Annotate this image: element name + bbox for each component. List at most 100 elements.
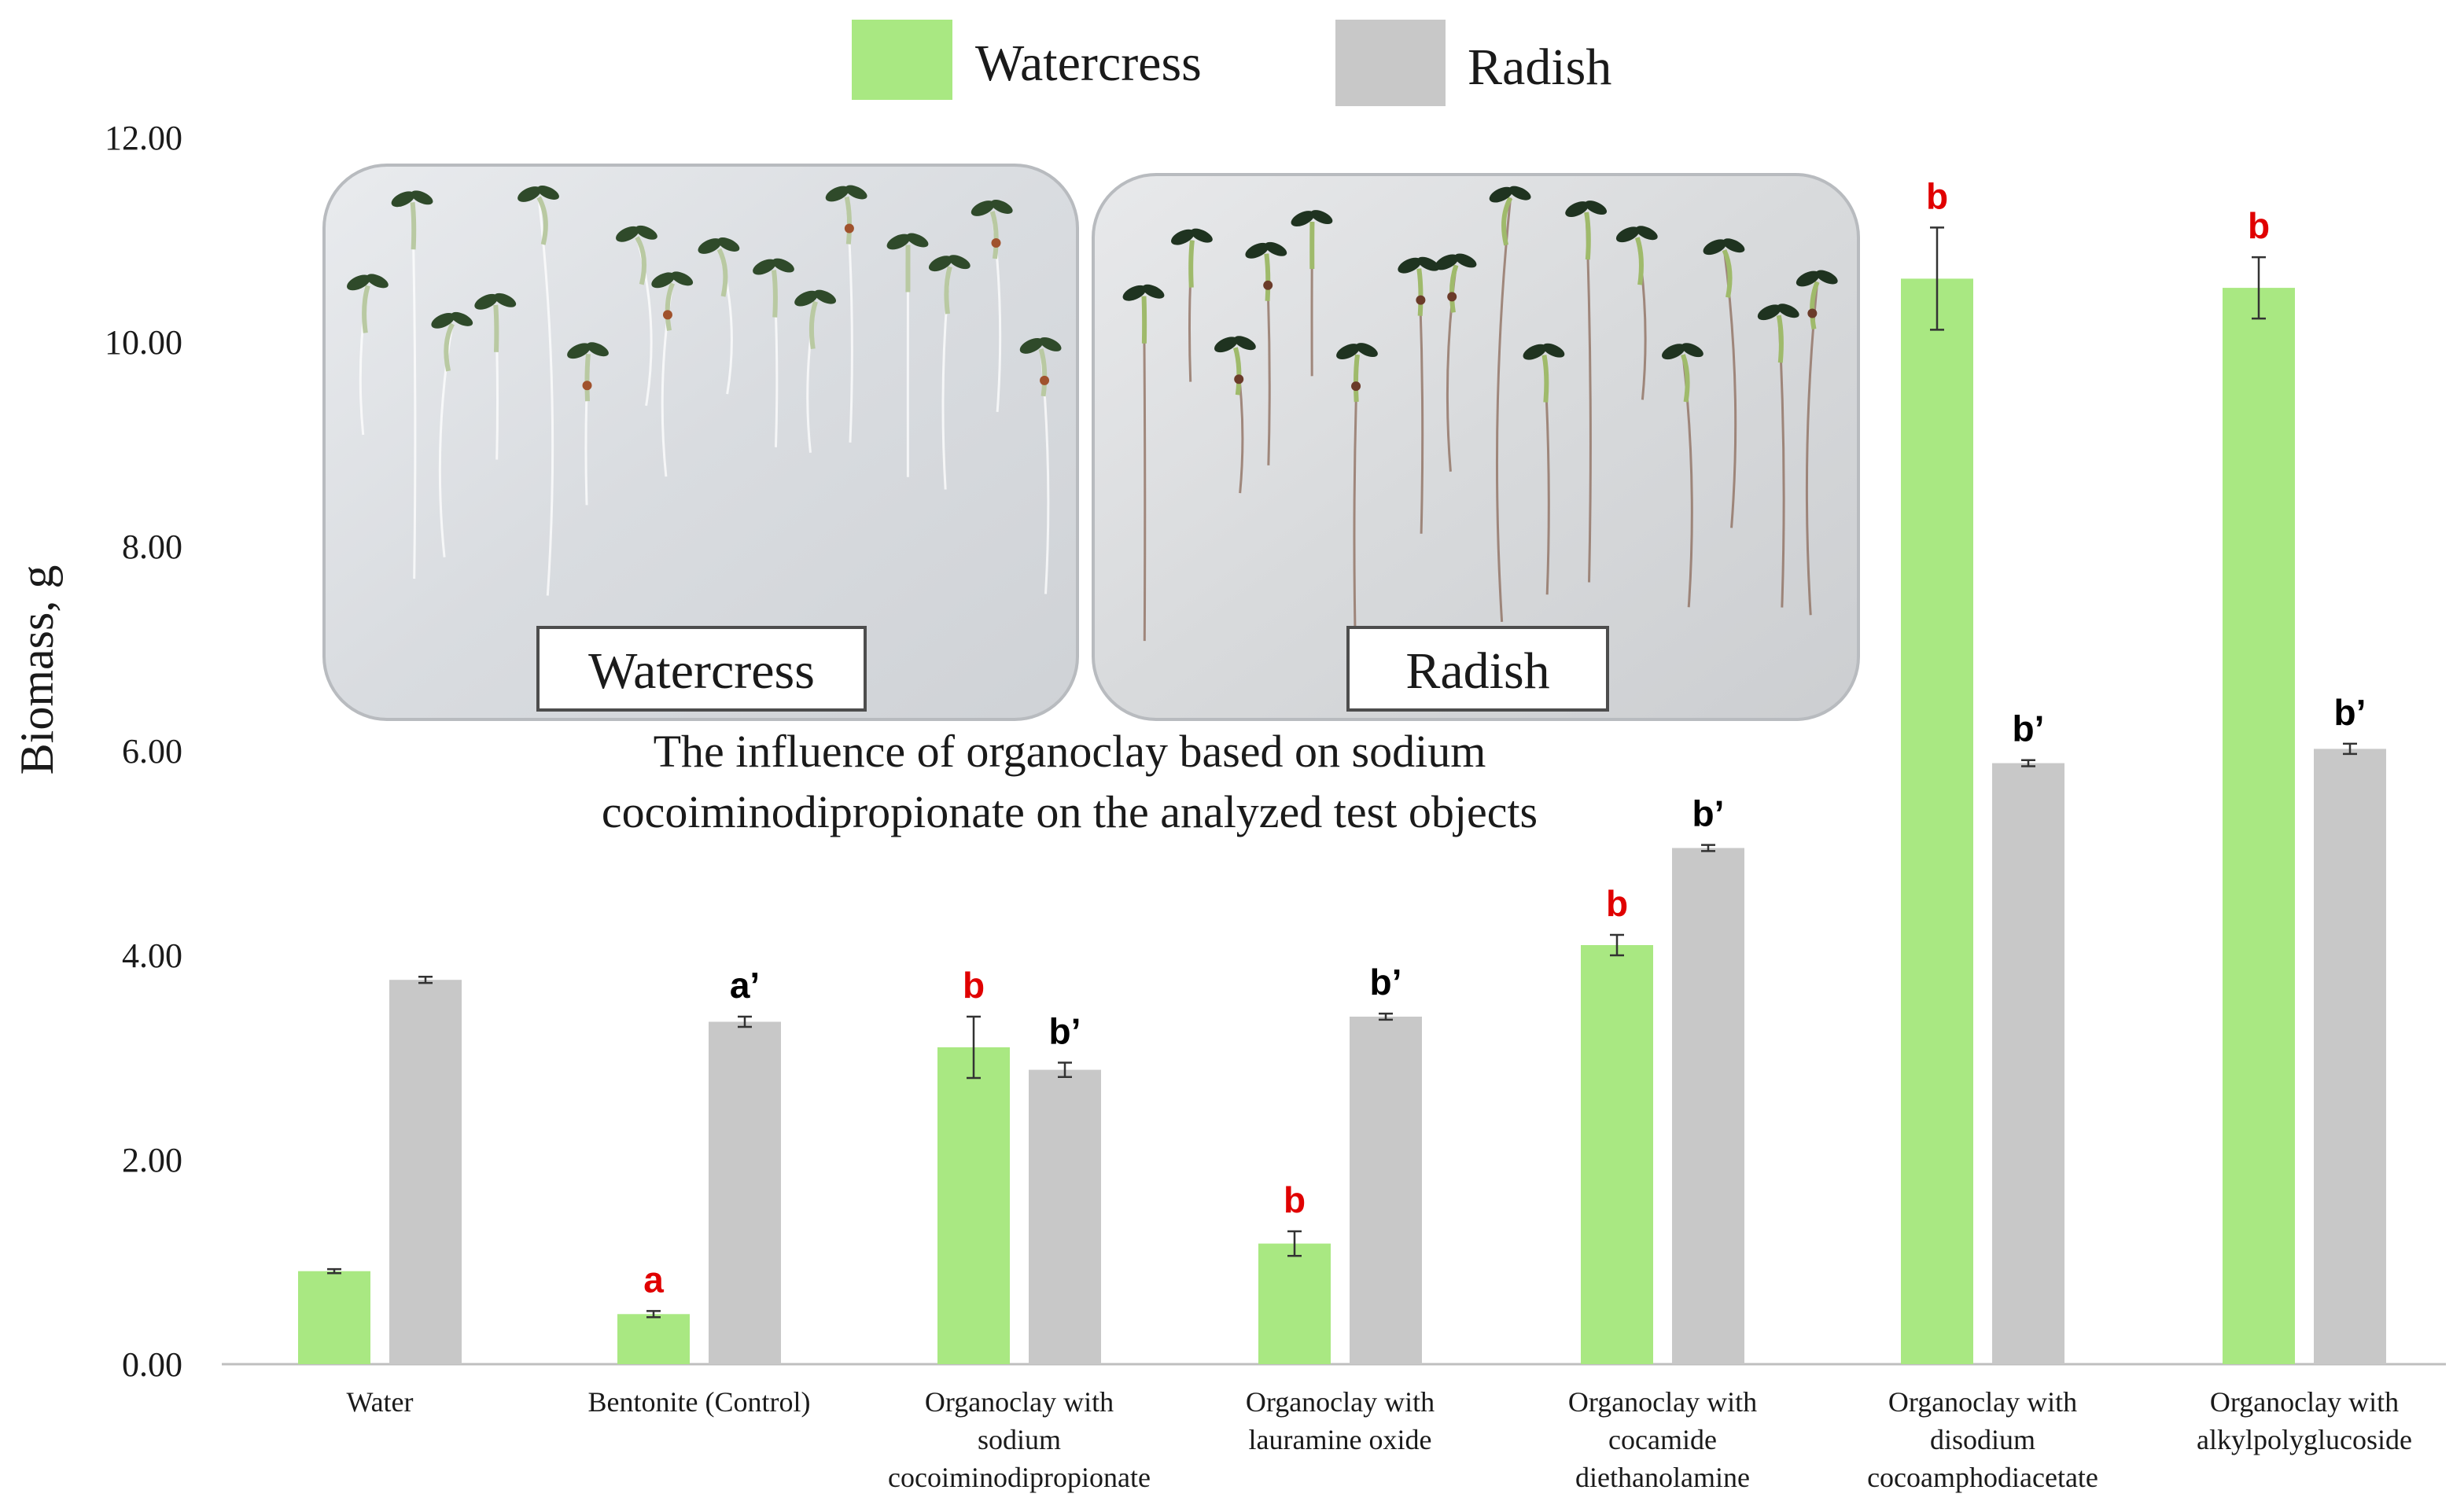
seedling-leaf — [1523, 344, 1547, 360]
legend: Watercress Radish — [852, 20, 1611, 106]
seedling-leaf — [1171, 229, 1195, 245]
seedling-leaf — [1310, 210, 1333, 225]
seedling-stem — [1264, 253, 1271, 301]
seedling-stem — [844, 196, 853, 245]
photo-watercress-label: Watercress — [588, 642, 815, 700]
significance-label: b’ — [2013, 708, 2045, 749]
y-tick-label: 6.00 — [122, 732, 182, 771]
seedling-leaf — [1815, 270, 1838, 285]
category-label: Organoclay with lauramine oxide — [1246, 1386, 1435, 1455]
seedling-leaf — [1122, 285, 1147, 301]
seedling-leaf — [1615, 226, 1640, 243]
seedling-stem — [635, 236, 647, 285]
category-label: Water — [346, 1386, 413, 1418]
inset-caption-line-1: The influence of organoclay based on sod… — [654, 726, 1486, 777]
seedling-leaf — [1635, 226, 1658, 241]
inset-caption-line-2: cocoiminodipropionate on the analyzed te… — [602, 786, 1538, 837]
bar-watercress — [617, 1314, 690, 1364]
seedling-leaf — [990, 200, 1013, 214]
seedling-stem — [584, 353, 591, 402]
photo-radish-label: Radish — [1405, 642, 1549, 700]
seedling-leaf — [1489, 186, 1513, 203]
seedling-leaf — [845, 185, 867, 200]
bar-radish — [1350, 1017, 1422, 1364]
seedling-leaf — [567, 343, 591, 359]
seedling-stem — [1810, 281, 1820, 330]
seedling-leaf — [971, 200, 995, 216]
watercress-seedlings — [346, 185, 1062, 596]
significance-label: b — [1606, 883, 1628, 924]
seedling-leaf — [431, 312, 455, 329]
seed-coat — [1807, 308, 1818, 318]
seed-coat — [1447, 292, 1457, 302]
seedling-leaf — [1757, 304, 1781, 321]
seedling-leaf — [1585, 200, 1608, 215]
seedling-leaf — [1356, 343, 1378, 358]
significance-label: b — [963, 965, 985, 1006]
seedling-stem — [1449, 264, 1459, 313]
seedling-stem — [410, 201, 417, 250]
seedling-leaf — [825, 186, 849, 202]
seedling-leaf — [587, 342, 609, 357]
bar-watercress — [937, 1047, 1010, 1364]
legend-label-radish: Radish — [1468, 39, 1611, 96]
category-label: Bentonite (Control) — [588, 1386, 811, 1418]
seedling-leaf — [906, 233, 929, 248]
seedling-leaf — [1703, 239, 1727, 256]
seedling-stem — [1233, 347, 1242, 395]
seedling-leaf — [772, 258, 794, 273]
legend-label-watercress: Watercress — [975, 35, 1202, 92]
seed-coat — [1351, 381, 1361, 392]
category-label: Organoclay with alkylpolyglucoside — [2197, 1386, 2412, 1455]
seedling-stem — [444, 322, 455, 372]
bar-radish — [709, 1021, 781, 1364]
seedling-stem — [944, 266, 952, 315]
seedling-leaf — [1417, 256, 1440, 271]
seed-coat — [1234, 374, 1244, 384]
seedling-stem — [1681, 354, 1690, 403]
bar-watercress — [1581, 945, 1653, 1364]
seedling-leaf — [1777, 304, 1799, 318]
seedling-leaf — [517, 186, 541, 202]
legend-swatch-radish — [1335, 20, 1446, 106]
seedling-stem — [1541, 355, 1549, 403]
x-axis-categories: Water Bentonite (Control) Organoclay with s… — [346, 1386, 2412, 1493]
seedling-leaf — [474, 293, 499, 310]
seedling-root — [1495, 197, 1512, 622]
bar-radish — [1029, 1069, 1101, 1364]
seedling-leaf — [411, 190, 433, 205]
y-tick-label: 8.00 — [122, 528, 182, 566]
seedling-leaf — [1681, 343, 1703, 358]
seedling-root — [411, 202, 417, 579]
seedling-leaf — [1265, 241, 1287, 256]
significance-label: b — [2248, 205, 2270, 246]
bar-radish — [2314, 749, 2386, 1364]
y-tick-label: 4.00 — [122, 936, 182, 975]
seedling-stem — [716, 248, 728, 297]
seedling-leaf — [814, 289, 837, 304]
seedling-stem — [536, 196, 548, 245]
seedling-leaf — [1722, 238, 1745, 253]
category-label: Organoclay with cocamide diethanolamine — [1568, 1386, 1757, 1493]
y-tick-label: 0.00 — [122, 1345, 182, 1384]
seedling-leaf — [1019, 337, 1044, 354]
seed-coat — [662, 310, 672, 320]
seedling-leaf — [1190, 228, 1213, 243]
seedling-leaf — [616, 226, 639, 242]
seedling-leaf — [1565, 201, 1589, 217]
seedling-leaf — [1435, 254, 1459, 270]
seedling-leaf — [948, 255, 971, 270]
seedling-leaf — [794, 290, 818, 307]
seedling-leaf — [1508, 186, 1531, 200]
seedling-stem — [1584, 212, 1591, 260]
seedling-root — [537, 197, 554, 596]
seedling-stem — [1353, 354, 1360, 403]
inset-photos: Watercress Radish The influence of organ… — [322, 164, 1860, 837]
bar-radish — [1672, 848, 1744, 1364]
seedling-leaf — [391, 191, 415, 208]
seed-coat — [1416, 295, 1426, 305]
y-axis: 0.00 2.00 4.00 6.00 8.00 10.00 12.00 — [105, 119, 182, 1384]
photo-radish-frame — [1092, 173, 1860, 721]
seedling-stem — [1038, 348, 1048, 397]
bar-radish — [389, 980, 462, 1364]
